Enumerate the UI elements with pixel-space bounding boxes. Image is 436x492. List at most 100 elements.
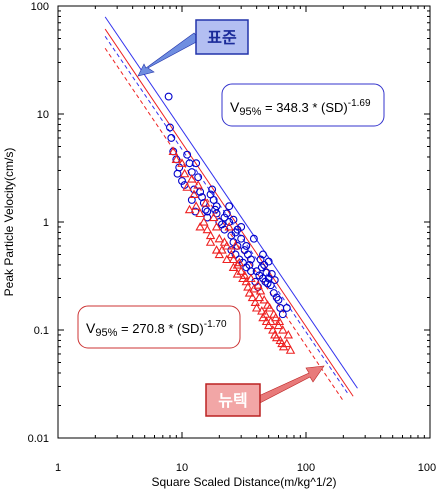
data-point-standard xyxy=(209,196,218,204)
data-point-newtec xyxy=(247,292,258,302)
data-point-newtec xyxy=(195,222,205,231)
data-point-standard xyxy=(270,276,279,285)
legend-newtec-box xyxy=(205,383,261,417)
data-point-standard xyxy=(166,123,174,132)
equation-newtec-prefix: V xyxy=(86,320,96,336)
data-point-standard xyxy=(278,310,287,319)
data-point-newtec xyxy=(184,204,195,214)
data-point-standard xyxy=(167,134,176,142)
equation-newtec-sub: 95% xyxy=(95,327,117,339)
data-point-newtec xyxy=(222,254,232,264)
data-point-standard xyxy=(272,293,281,302)
data-point-newtec xyxy=(187,174,197,183)
data-point-newtec xyxy=(253,280,263,289)
equation-box-newtec: V95% = 270.8 * (SD)-1.70 xyxy=(77,305,241,349)
y-axis-label: Peak Particle Velocity(cm/s) xyxy=(2,148,16,297)
data-point-newtec xyxy=(236,266,246,275)
axis-ticks xyxy=(57,6,430,439)
data-point-standard xyxy=(215,218,224,226)
y-tick-label: 10 xyxy=(37,109,49,121)
data-point-newtec xyxy=(199,217,209,226)
data-point-newtec xyxy=(271,332,282,342)
regression-lines xyxy=(104,16,358,402)
equation-box-standard: V95% = 348.3 * (SD)-1.69 xyxy=(221,83,385,127)
data-point-newtec xyxy=(200,198,211,207)
data-point-newtec xyxy=(226,249,237,259)
data-point-standard xyxy=(259,250,267,259)
data-point-standard xyxy=(220,213,229,222)
data-point-standard xyxy=(252,267,261,276)
equation-standard-sub: 95% xyxy=(239,106,261,118)
equation-standard-body: = 348.3 * (SD) xyxy=(261,100,347,115)
data-point-standard xyxy=(211,205,220,214)
data-point-standard xyxy=(247,255,255,264)
data-point-newtec xyxy=(182,182,192,191)
data-point-newtec xyxy=(285,345,296,354)
data-point-newtec xyxy=(255,286,266,295)
data-point-newtec xyxy=(222,241,232,250)
data-point-standard xyxy=(164,92,173,101)
data-point-newtec xyxy=(228,262,239,271)
data-point-newtec xyxy=(205,237,216,246)
data-markers xyxy=(164,92,296,354)
data-point-newtec xyxy=(257,306,267,315)
data-point-newtec xyxy=(250,297,261,307)
equation-standard: V95% = 348.3 * (SD)-1.69 xyxy=(230,98,371,118)
y-tick-label: 100 xyxy=(31,1,49,13)
data-point-standard xyxy=(267,270,276,278)
data-point-newtec xyxy=(265,303,275,312)
data-point-standard xyxy=(212,202,221,211)
data-point-newtec xyxy=(214,233,225,243)
data-point-newtec xyxy=(171,154,182,163)
data-point-newtec xyxy=(278,325,288,334)
data-point-newtec xyxy=(211,245,222,254)
data-point-newtec xyxy=(214,249,225,259)
regression-line-solid xyxy=(104,16,358,389)
data-point-newtec xyxy=(239,270,250,280)
data-point-newtec xyxy=(283,330,294,339)
equation-newtec-exponent: -1.70 xyxy=(204,319,227,330)
data-point-standard xyxy=(249,234,258,243)
data-point-standard xyxy=(225,218,234,226)
data-point-newtec xyxy=(244,288,255,297)
x-axis-label: Square Scaled Distance(m/kg^1/2) xyxy=(151,475,336,489)
data-point-newtec xyxy=(191,201,201,210)
x-tick-label: 100 xyxy=(297,462,315,474)
data-point-newtec xyxy=(246,273,256,283)
legend-newtec-arrow xyxy=(251,365,325,406)
y-tick-label: 0.1 xyxy=(34,325,49,337)
data-point-standard xyxy=(201,205,210,214)
data-point-newtec xyxy=(234,257,245,267)
data-point-newtec xyxy=(179,168,190,178)
regression-line-dashed xyxy=(104,36,349,395)
data-point-newtec xyxy=(195,208,205,218)
data-point-newtec xyxy=(273,320,284,330)
data-point-newtec xyxy=(274,316,285,326)
data-point-newtec xyxy=(202,224,213,234)
equation-newtec: V95% = 270.8 * (SD)-1.70 xyxy=(86,319,227,339)
legend-standard: 표준 xyxy=(137,19,249,77)
x-tick-label: 1 xyxy=(55,462,61,474)
data-point-newtec xyxy=(177,158,187,167)
equation-standard-prefix: V xyxy=(230,99,240,115)
data-point-standard xyxy=(229,215,238,224)
data-point-standard xyxy=(242,263,251,272)
legend-standard-label: 표준 xyxy=(207,29,237,47)
data-point-newtec xyxy=(230,241,241,250)
y-tick-label: 0.01 xyxy=(28,433,49,445)
legend-standard-box xyxy=(195,19,249,55)
data-point-newtec xyxy=(193,180,203,189)
data-point-standard xyxy=(225,202,234,211)
data-point-newtec xyxy=(260,309,271,318)
data-point-standard xyxy=(187,196,196,204)
data-point-newtec xyxy=(270,312,281,322)
data-point-standard xyxy=(257,263,266,272)
data-point-standard xyxy=(203,207,212,216)
data-point-standard xyxy=(222,209,231,218)
data-point-standard xyxy=(263,279,272,288)
data-point-newtec xyxy=(268,325,278,334)
data-point-standard xyxy=(192,159,201,168)
